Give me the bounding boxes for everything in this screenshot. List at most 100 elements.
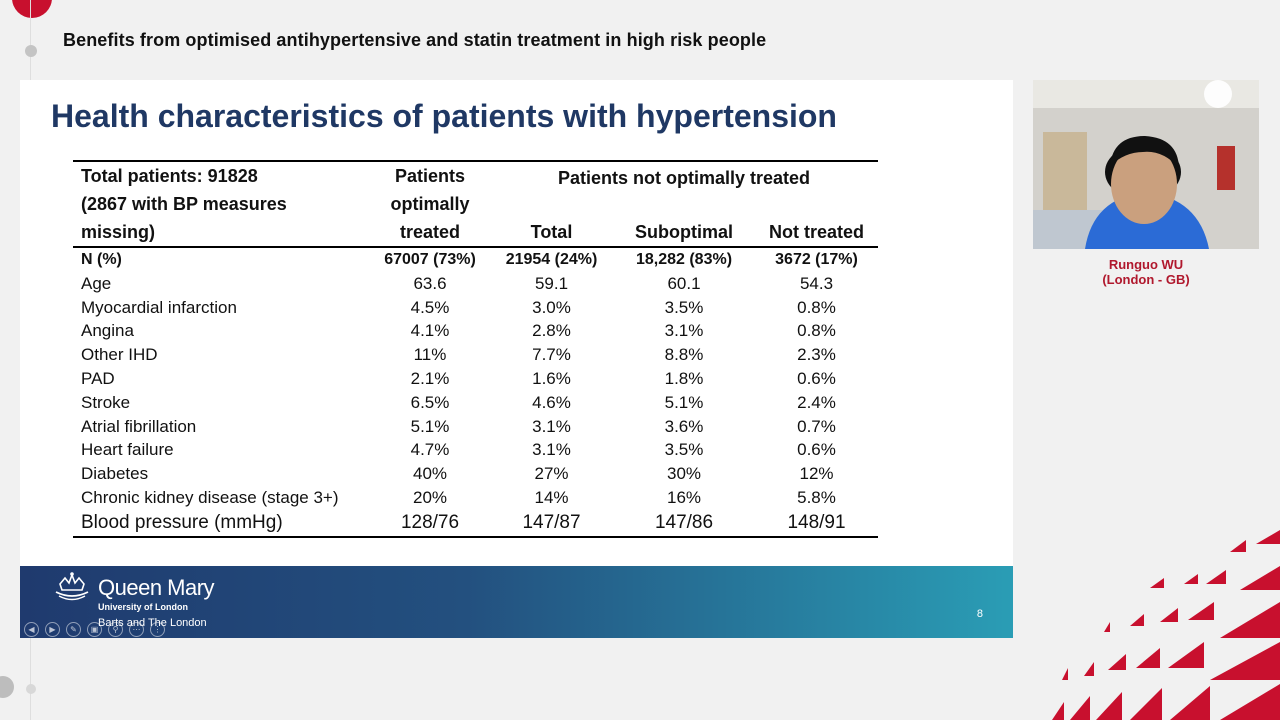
cell-suboptimal: 147/86 xyxy=(613,509,755,538)
prev-icon[interactable]: ◀ xyxy=(24,622,39,637)
table-row: Heart failure 4.7% 3.1% 3.5% 0.6% xyxy=(73,438,878,462)
cell-not-treated: 148/91 xyxy=(755,509,878,538)
cell-total: 4.6% xyxy=(532,392,571,412)
decorative-triangles xyxy=(1052,530,1280,720)
row-label: Atrial fibrillation xyxy=(81,416,197,436)
cell-not-treated: 0.6% xyxy=(797,368,836,388)
table-row: Other IHD 11% 7.7% 8.8% 2.3% xyxy=(73,343,878,367)
cell-not-treated: 3672 (17%) xyxy=(755,246,878,272)
header-optimally-treated-line1: Patients xyxy=(394,166,466,186)
row-label: Heart failure xyxy=(81,440,174,460)
next-icon[interactable]: ▶ xyxy=(45,622,60,637)
table-row: Chronic kidney disease (stage 3+) 20% 14… xyxy=(73,486,878,510)
cell-total: 21954 (24%) xyxy=(490,246,613,272)
cell-suboptimal: 3.1% xyxy=(664,321,704,341)
cell-optimal: 5.1% xyxy=(410,416,450,436)
cell-suboptimal: 8.8% xyxy=(664,345,704,365)
cell-optimal: 4.7% xyxy=(410,440,450,460)
cell-total: 27% xyxy=(534,464,569,484)
timeline-dot-large xyxy=(0,676,14,698)
table-row: Stroke 6.5% 4.6% 5.1% 2.4% xyxy=(73,391,878,415)
more-icon[interactable]: ⋯ xyxy=(129,622,144,637)
table-row: Age 63.6 59.1 60.1 54.3 xyxy=(73,272,878,296)
row-label: Angina xyxy=(81,321,134,341)
options-icon[interactable]: ⋮ xyxy=(150,622,165,637)
row-label: Stroke xyxy=(81,392,131,412)
cell-total: 59.1 xyxy=(534,273,569,293)
row-label: Blood pressure (mmHg) xyxy=(73,509,370,538)
cell-total: 3.0% xyxy=(532,297,571,317)
cell-total: 14% xyxy=(534,487,569,507)
row-label: Age xyxy=(81,273,112,293)
zoom-icon[interactable]: ⚲ xyxy=(108,622,123,637)
cell-total: 3.1% xyxy=(532,416,571,436)
cell-suboptimal: 3.6% xyxy=(664,416,704,436)
row-label: Other IHD xyxy=(81,345,158,365)
cell-not-treated: 12% xyxy=(799,464,834,484)
slide-page-number: 8 xyxy=(976,608,983,620)
row-label: Chronic kidney disease (stage 3+) xyxy=(81,487,339,507)
header-optimally-treated: Patients optimally treated xyxy=(370,160,490,247)
speaker-name: Runguo WU xyxy=(1108,257,1184,272)
cell-not-treated: 5.8% xyxy=(797,487,836,507)
slides-icon[interactable]: ▣ xyxy=(87,622,102,637)
slide-controls: ◀ ▶ ✎ ▣ ⚲ ⋯ ⋮ xyxy=(24,622,165,637)
header-not-treated: Not treated xyxy=(768,222,864,242)
cell-optimal: 128/76 xyxy=(370,509,490,538)
row-label: Diabetes xyxy=(81,464,149,484)
cell-suboptimal: 5.1% xyxy=(664,392,704,412)
header-total-patients-line2: (2867 with BP measures xyxy=(81,194,287,214)
cell-total: 2.8% xyxy=(532,321,571,341)
characteristics-table: Total patients: 91828 (2867 with BP meas… xyxy=(73,159,878,538)
table-row: Diabetes 40% 27% 30% 12% xyxy=(73,462,878,486)
pen-icon[interactable]: ✎ xyxy=(66,622,81,637)
cell-suboptimal: 30% xyxy=(666,464,702,484)
cell-optimal: 40% xyxy=(412,464,448,484)
header-total-patients: Total patients: 91828 (2867 with BP meas… xyxy=(73,160,370,247)
timeline-dot xyxy=(25,45,37,57)
university-brand: Queen Mary xyxy=(98,575,215,600)
cell-suboptimal: 16% xyxy=(666,487,702,507)
cell-suboptimal: 1.8% xyxy=(664,368,704,388)
slide-footer: Queen Mary University of London Barts an… xyxy=(20,566,1013,638)
header-optimally-treated-line3: treated xyxy=(399,222,461,242)
cell-total: 1.6% xyxy=(532,368,571,388)
cell-optimal: 2.1% xyxy=(410,368,450,388)
row-label: PAD xyxy=(81,368,115,388)
cell-suboptimal: 3.5% xyxy=(664,297,704,317)
cell-not-treated: 0.6% xyxy=(797,440,836,460)
cell-total: 147/87 xyxy=(490,509,613,538)
header-total-patients-line1: Total patients: 91828 xyxy=(81,166,258,186)
cell-not-treated: 0.7% xyxy=(797,416,836,436)
brand-dot xyxy=(12,0,52,18)
timeline-dot-small xyxy=(26,684,36,694)
cell-total: 7.7% xyxy=(532,345,571,365)
cell-optimal: 11% xyxy=(413,345,447,365)
speaker-video xyxy=(1033,80,1259,249)
cell-not-treated: 0.8% xyxy=(797,297,836,317)
cell-suboptimal: 60.1 xyxy=(667,273,701,293)
row-label: Myocardial infarction xyxy=(81,297,237,317)
crown-logo-icon xyxy=(55,572,89,601)
cell-total: 3.1% xyxy=(532,440,571,460)
cell-not-treated: 2.4% xyxy=(797,392,836,412)
table-row: Blood pressure (mmHg) 128/76 147/87 147/… xyxy=(73,509,878,538)
table-row: PAD 2.1% 1.6% 1.8% 0.6% xyxy=(73,367,878,391)
header-total: Total xyxy=(530,222,573,242)
cell-not-treated: 2.3% xyxy=(797,345,836,365)
cell-optimal: 20% xyxy=(412,487,448,507)
speaker-video-frame xyxy=(1033,80,1259,249)
cell-optimal: 4.5% xyxy=(410,297,450,317)
cell-optimal: 63.6 xyxy=(413,273,447,293)
cell-suboptimal: 3.5% xyxy=(664,440,704,460)
table-row: Angina 4.1% 2.8% 3.1% 0.8% xyxy=(73,319,878,343)
table-row: Myocardial infarction 4.5% 3.0% 3.5% 0.8… xyxy=(73,296,878,320)
speaker-label: Runguo WU (London - GB) xyxy=(1033,257,1259,287)
row-label: N (%) xyxy=(73,246,370,272)
university-subtitle: University of London xyxy=(98,602,188,612)
table-row: Atrial fibrillation 5.1% 3.1% 3.6% 0.7% xyxy=(73,415,878,439)
table-row: N (%) 67007 (73%) 21954 (24%) 18,282 (83… xyxy=(73,246,878,272)
cell-optimal: 4.1% xyxy=(410,321,450,341)
cell-not-treated: 54.3 xyxy=(799,273,834,293)
header-total-patients-line3: missing) xyxy=(81,222,156,242)
